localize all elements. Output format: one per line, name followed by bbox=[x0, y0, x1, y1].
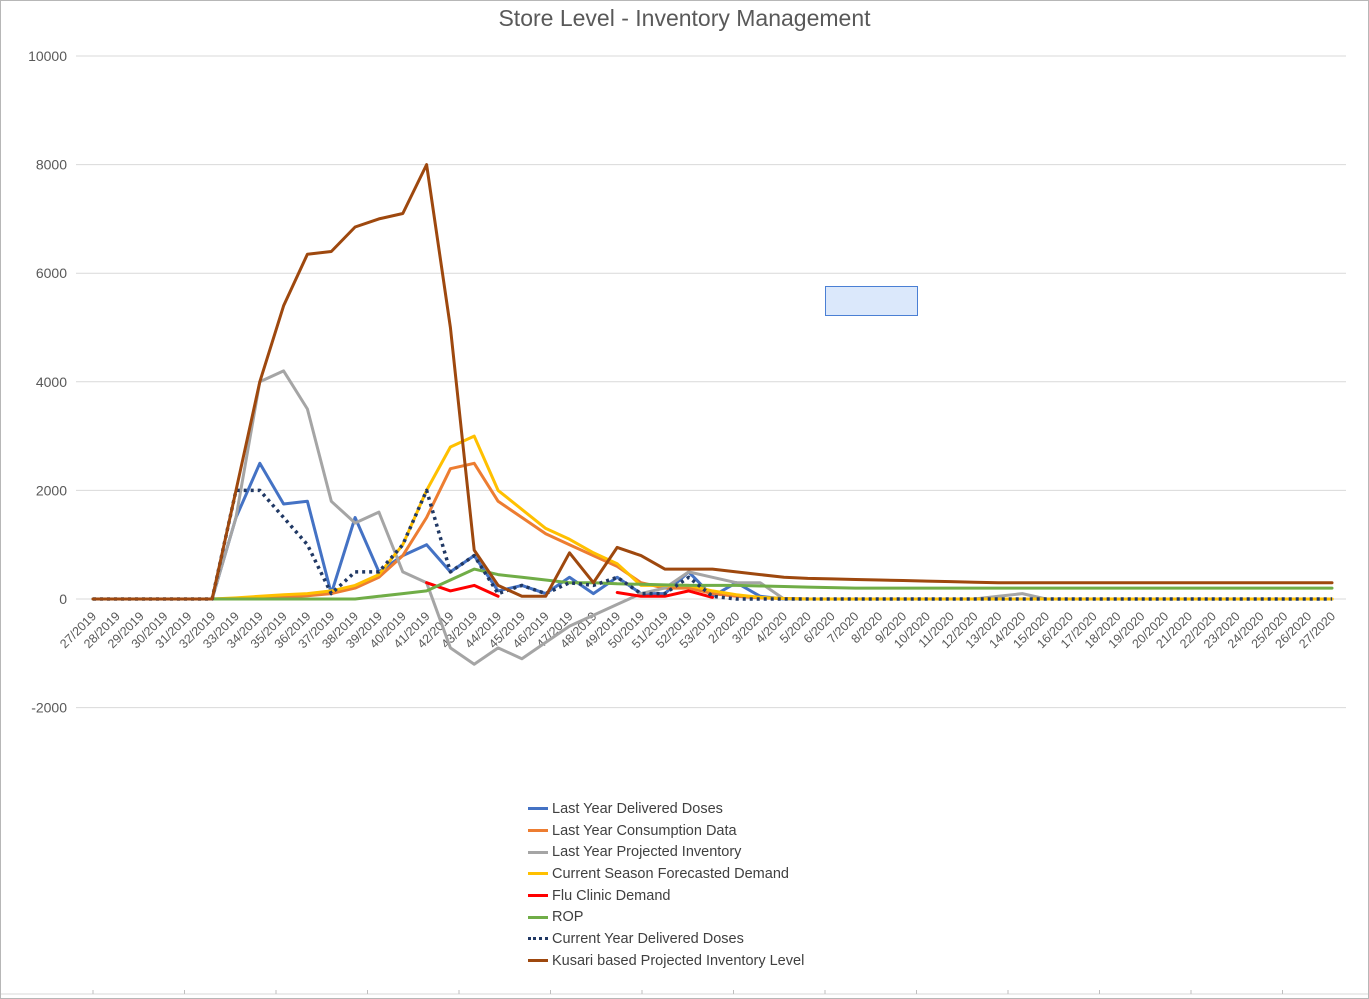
legend-swatch bbox=[528, 915, 548, 919]
legend-label: Last Year Projected Inventory bbox=[552, 844, 742, 861]
series-line-4 bbox=[615, 589, 714, 599]
legend-label: Last Year Delivered Doses bbox=[552, 800, 723, 817]
legend-label: ROP bbox=[552, 909, 584, 926]
legend-swatch bbox=[528, 850, 548, 854]
legend-item: Kusari based Projected Inventory Level bbox=[528, 950, 804, 972]
legend-swatch bbox=[528, 937, 548, 941]
y-tick-label: 8000 bbox=[36, 157, 67, 173]
legend-item: ROP bbox=[528, 906, 804, 928]
chart-title: Store Level - Inventory Management bbox=[498, 5, 871, 31]
legend-swatch bbox=[528, 894, 548, 898]
series-line-7 bbox=[91, 163, 1334, 601]
y-tick-label: 10000 bbox=[28, 48, 67, 64]
legend-swatch bbox=[528, 872, 548, 876]
y-tick-label: 0 bbox=[59, 591, 67, 607]
legend-label: Flu Clinic Demand bbox=[552, 887, 671, 904]
y-tick-label: 6000 bbox=[36, 265, 67, 281]
legend-item: Last Year Delivered Doses bbox=[528, 798, 804, 820]
series-line-1 bbox=[210, 461, 1334, 601]
chart-legend: Last Year Delivered Doses Last Year Consu… bbox=[528, 798, 804, 972]
y-tick-label: 4000 bbox=[36, 374, 67, 390]
legend-item: Current Year Delivered Doses bbox=[528, 928, 804, 950]
legend-item: Last Year Projected Inventory bbox=[528, 841, 804, 863]
legend-item: Flu Clinic Demand bbox=[528, 885, 804, 907]
y-tick-label: -2000 bbox=[31, 700, 67, 716]
legend-swatch bbox=[528, 959, 548, 963]
legend-label: Last Year Consumption Data bbox=[552, 822, 737, 839]
legend-swatch bbox=[528, 807, 548, 811]
series-line-5 bbox=[91, 567, 1334, 601]
legend-swatch bbox=[528, 829, 548, 833]
legend-label: Current Season Forecasted Demand bbox=[552, 865, 789, 882]
selected-cell-box[interactable] bbox=[825, 286, 918, 316]
legend-item: Current Season Forecasted Demand bbox=[528, 863, 804, 885]
y-tick-label: 2000 bbox=[36, 482, 67, 498]
legend-label: Kusari based Projected Inventory Level bbox=[552, 952, 805, 969]
legend-label: Current Year Delivered Doses bbox=[552, 930, 744, 947]
legend-item: Last Year Consumption Data bbox=[528, 820, 804, 842]
